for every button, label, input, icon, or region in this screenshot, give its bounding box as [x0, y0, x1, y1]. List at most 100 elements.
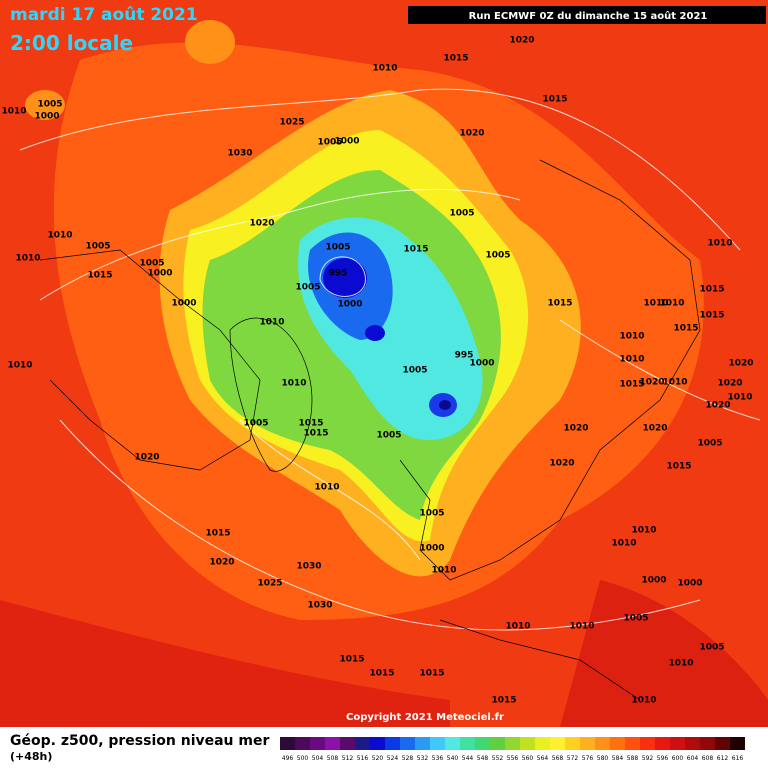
isobar-label: 1030	[307, 601, 332, 611]
isobar-label: 1010	[631, 526, 656, 536]
isobar-label: 1020	[249, 219, 274, 229]
isobar-label: 1005	[449, 209, 474, 219]
isobar-label: 1020	[549, 459, 574, 469]
isobar-label: 1000	[147, 269, 172, 279]
color-swatch	[655, 737, 670, 750]
scale-label: 544	[462, 755, 474, 762]
isobar-label: 1005	[139, 259, 164, 269]
isobar-label: 1010	[505, 622, 530, 632]
date: mardi 17 août 2021	[10, 5, 198, 25]
isobar-label: 1000	[334, 137, 359, 147]
color-swatch	[355, 737, 370, 750]
isobar-label: 995	[329, 269, 348, 279]
isobar-label: 1010	[7, 361, 32, 371]
isobar-label: 1005	[376, 431, 401, 441]
isobar-label: 1025	[257, 579, 282, 589]
isobar-label: 1020	[705, 401, 730, 411]
isobar-label: 1015	[87, 271, 112, 281]
isobar-label: 1030	[296, 562, 321, 572]
color-swatch	[685, 737, 700, 750]
scale-label: 596	[657, 755, 669, 762]
time: 2:00 locale	[10, 31, 133, 55]
isobar-label: 1010	[611, 539, 636, 549]
isobar-label: 1005	[317, 138, 342, 148]
isobar-label: 1020	[459, 129, 484, 139]
isobar-label: 1005	[37, 100, 62, 110]
color-swatch	[610, 737, 625, 750]
isobar-label: 1015	[339, 655, 364, 665]
isobar-label: 1005	[623, 614, 648, 624]
color-swatch	[430, 737, 445, 750]
isobar-label: 1010	[372, 64, 397, 74]
isobar-label: 1025	[279, 118, 304, 128]
color-swatch	[475, 737, 490, 750]
isobar-label: 1000	[171, 299, 196, 309]
color-swatch	[505, 737, 520, 750]
scale-label: 552	[492, 755, 504, 762]
scale-label: 568	[552, 755, 564, 762]
isobar-label: 1010	[659, 299, 684, 309]
isobar-label: 1005	[402, 366, 427, 376]
isobar-label: 1010	[281, 379, 306, 389]
color-swatch	[565, 737, 580, 750]
color-swatch	[385, 737, 400, 750]
color-swatch	[310, 737, 325, 750]
color-swatch	[700, 737, 715, 750]
isobar-label: 1005	[699, 643, 724, 653]
isobar-label: 1020	[134, 453, 159, 463]
isobar-label: 1015	[443, 54, 468, 64]
scale-label: 520	[372, 755, 384, 762]
isobar-label: 1000	[419, 544, 444, 554]
isobar-label: 1015	[303, 429, 328, 439]
color-swatch	[595, 737, 610, 750]
scale-label: 592	[642, 755, 654, 762]
color-swatch	[670, 737, 685, 750]
isobar-label: 1020	[642, 424, 667, 434]
isobar-label: 1020	[563, 424, 588, 434]
isobar-label: 1015	[205, 529, 230, 539]
isobar-label: 1010	[569, 622, 594, 632]
isobars	[19, 88, 761, 631]
isobar-label: 1000	[469, 359, 494, 369]
isobar-label: 1015	[369, 669, 394, 679]
isobar-label: 1010	[668, 659, 693, 669]
isobar-label: 1015	[542, 95, 567, 105]
color-swatch	[370, 737, 385, 750]
isobar-label: 1010	[15, 254, 40, 264]
scale-label: 608	[702, 755, 714, 762]
isobar-label: 1030	[227, 149, 252, 159]
isobar-labels: 1010100510001025103010051000101010151020…	[1, 36, 753, 706]
isobar-label: 1010	[1, 107, 26, 117]
color-swatch	[715, 737, 730, 750]
scale-label: 508	[327, 755, 339, 762]
isobar-label: 1010	[259, 318, 284, 328]
scale-label: 600	[672, 755, 684, 762]
map-field	[0, 0, 768, 727]
scale-label: 540	[447, 755, 459, 762]
isobar-label: 1005	[697, 439, 722, 449]
isobar-label: 1010	[643, 299, 668, 309]
scale-label: 604	[687, 755, 699, 762]
isobar-label: 1015	[673, 324, 698, 334]
color-swatch	[280, 737, 295, 750]
coastlines	[39, 159, 701, 701]
isobar-label: 1015	[298, 419, 323, 429]
isobar-label: 1000	[337, 300, 362, 310]
scale-label: 496	[282, 755, 294, 762]
isobar-label: 1015	[547, 299, 572, 309]
isobar-label: 1015	[491, 696, 516, 706]
isobar-label: 1005	[419, 509, 444, 519]
scale-label: 588	[627, 755, 639, 762]
isobar-label: 1000	[641, 576, 666, 586]
isobar-label: 1015	[699, 285, 724, 295]
scale-label: 560	[522, 755, 534, 762]
isobar-label: 1020	[639, 378, 664, 388]
lead-time: (+48h)	[10, 750, 52, 763]
isobar-label: 1010	[619, 332, 644, 342]
color-swatch	[445, 737, 460, 750]
scale-label: 616	[732, 755, 744, 762]
isobar-label: 1005	[243, 419, 268, 429]
isobar-label: 1020	[209, 558, 234, 568]
isobar-label: 1000	[677, 579, 702, 589]
